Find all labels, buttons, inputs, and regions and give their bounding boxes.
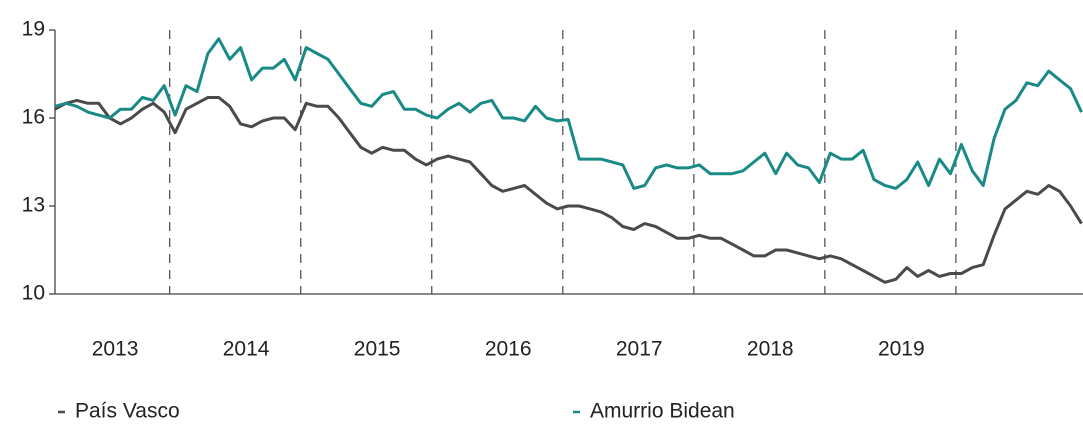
y-tick-label: 16 <box>22 106 45 129</box>
series-line <box>54 37 1083 190</box>
x-tick-label: 2013 <box>92 338 139 361</box>
y-tick-label: 10 <box>22 282 45 305</box>
x-tick-label: 2017 <box>616 338 663 361</box>
x-tick-label: 2016 <box>485 338 532 361</box>
y-tick-label: 13 <box>22 194 45 217</box>
y-tick-label: 19 <box>22 18 45 41</box>
x-tick-label: 2014 <box>223 338 270 361</box>
series-line <box>54 96 1083 284</box>
legend-label: Amurrio Bidean <box>590 400 735 423</box>
x-tick-label: 2018 <box>747 338 794 361</box>
legend-label: País Vasco <box>75 400 180 423</box>
x-tick-label: 2019 <box>878 338 925 361</box>
x-tick-label: 2015 <box>354 338 401 361</box>
